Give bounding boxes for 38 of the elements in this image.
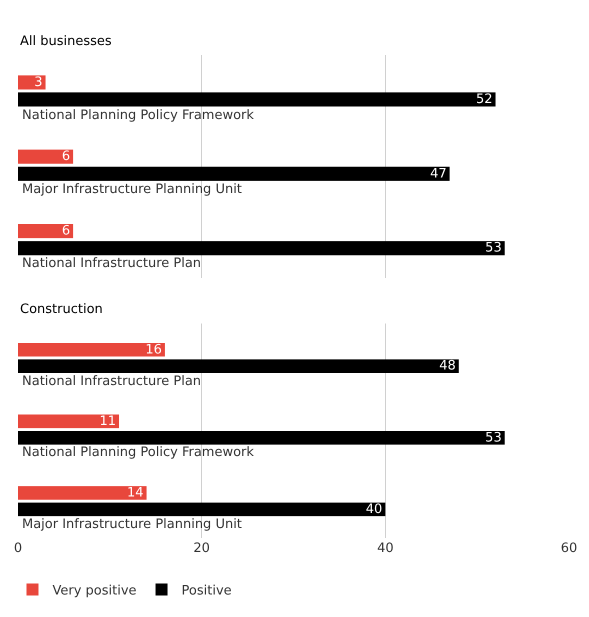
data-label: 6 (62, 149, 70, 164)
bar (18, 75, 46, 90)
bar (18, 502, 386, 516)
bar (18, 224, 74, 238)
y-tick-label: Major Infrastructure Planning Unit (22, 182, 242, 197)
bar (18, 166, 450, 181)
y-tick-label: National Infrastructure Plan (22, 256, 202, 271)
data-label: 40 (366, 502, 382, 517)
x-tick-label: 20 (193, 541, 210, 556)
x-tick-label: 60 (560, 541, 578, 556)
bar (18, 431, 505, 445)
bar (18, 241, 505, 256)
data-label: 16 (145, 342, 162, 358)
bar (18, 486, 147, 500)
data-label: 53 (485, 430, 502, 446)
legend-label: Positive (182, 584, 232, 599)
data-label: 52 (476, 92, 493, 107)
x-tick-label: 40 (377, 541, 394, 556)
chart-title: All businesses (20, 34, 112, 49)
data-label: 48 (439, 358, 456, 374)
legend-label: Very positive (52, 584, 137, 599)
y-tick-label: National Planning Policy Framework (22, 108, 254, 123)
data-label: 14 (127, 485, 144, 500)
data-label: 11 (99, 414, 116, 429)
y-tick-label: Major Infrastructure Planning Unit (22, 517, 242, 532)
data-label: 3 (34, 74, 43, 90)
y-tick-label: National Planning Policy Framework (22, 445, 254, 460)
data-label: 47 (430, 166, 447, 182)
chart-title: Construction (20, 302, 103, 317)
bar (18, 92, 496, 107)
bar (18, 414, 120, 428)
y-tick-label: National Infrastructure Plan (22, 374, 202, 389)
x-tick-label: 0 (14, 541, 22, 556)
bar (18, 342, 165, 357)
bar (18, 150, 74, 164)
bar (18, 359, 459, 374)
data-label: 6 (62, 224, 70, 239)
data-label: 53 (485, 240, 502, 256)
